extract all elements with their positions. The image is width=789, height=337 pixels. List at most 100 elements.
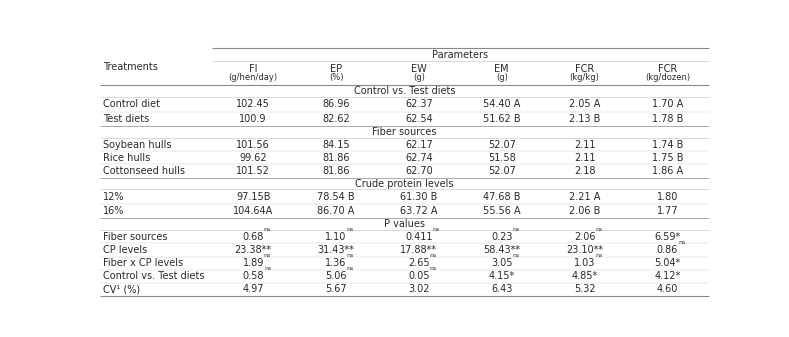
Text: 63.72 A: 63.72 A (400, 206, 438, 216)
Text: Fiber sources: Fiber sources (103, 232, 167, 242)
Text: 5.06: 5.06 (325, 271, 347, 281)
Text: ns: ns (595, 253, 603, 258)
Text: 1.70 A: 1.70 A (652, 99, 683, 110)
Text: 4.85*: 4.85* (571, 271, 598, 281)
Text: 102.45: 102.45 (236, 99, 270, 110)
Text: ns: ns (596, 227, 603, 232)
Text: 31.43**: 31.43** (317, 245, 354, 255)
Text: 6.59*: 6.59* (654, 232, 681, 242)
Text: 1.89: 1.89 (242, 258, 264, 268)
Text: ns: ns (678, 240, 686, 245)
Text: 23.38**: 23.38** (234, 245, 271, 255)
Text: 3.05: 3.05 (491, 258, 513, 268)
Text: ns: ns (346, 253, 354, 258)
Text: Rice hulls: Rice hulls (103, 153, 150, 163)
Text: 4.15*: 4.15* (488, 271, 515, 281)
Text: 101.56: 101.56 (236, 140, 270, 150)
Text: 47.68 B: 47.68 B (483, 192, 521, 202)
Text: 2.11: 2.11 (574, 140, 596, 150)
Text: ns: ns (264, 253, 271, 258)
Text: 0.58: 0.58 (242, 271, 264, 281)
Text: 2.13 B: 2.13 B (569, 114, 600, 124)
Text: 17.88**: 17.88** (400, 245, 437, 255)
Text: FI: FI (249, 64, 257, 74)
Text: 4.12*: 4.12* (654, 271, 681, 281)
Text: 4.97: 4.97 (242, 284, 264, 295)
Text: 5.67: 5.67 (325, 284, 347, 295)
Text: 104.64A: 104.64A (233, 206, 273, 216)
Text: 0.68: 0.68 (242, 232, 264, 242)
Text: Crude protein levels: Crude protein levels (355, 179, 454, 188)
Text: 52.07: 52.07 (488, 140, 516, 150)
Text: 2.06: 2.06 (574, 232, 596, 242)
Text: 2.65: 2.65 (408, 258, 430, 268)
Text: (g): (g) (413, 73, 424, 82)
Text: 78.54 B: 78.54 B (317, 192, 355, 202)
Text: 0.05: 0.05 (408, 271, 430, 281)
Text: EP: EP (330, 64, 342, 74)
Text: 2.11: 2.11 (574, 153, 596, 163)
Text: 16%: 16% (103, 206, 125, 216)
Text: P values: P values (384, 219, 424, 229)
Text: Soybean hulls: Soybean hulls (103, 140, 171, 150)
Text: 101.52: 101.52 (236, 166, 270, 176)
Text: 62.70: 62.70 (405, 166, 432, 176)
Text: (kg/dozen): (kg/dozen) (645, 73, 690, 82)
Text: 62.37: 62.37 (405, 99, 432, 110)
Text: 62.17: 62.17 (405, 140, 432, 150)
Text: ns: ns (347, 266, 354, 271)
Text: 62.54: 62.54 (405, 114, 432, 124)
Text: 5.32: 5.32 (574, 284, 596, 295)
Text: ns: ns (430, 266, 437, 271)
Text: 5.04*: 5.04* (654, 258, 681, 268)
Text: (kg/kg): (kg/kg) (570, 73, 600, 82)
Text: 82.62: 82.62 (322, 114, 350, 124)
Text: 1.78 B: 1.78 B (652, 114, 683, 124)
Text: 1.75 B: 1.75 B (652, 153, 683, 163)
Text: 1.77: 1.77 (656, 206, 679, 216)
Text: Cottonseed hulls: Cottonseed hulls (103, 166, 185, 176)
Text: 0.86: 0.86 (656, 245, 678, 255)
Text: 0.23: 0.23 (491, 232, 513, 242)
Text: 54.40 A: 54.40 A (483, 99, 521, 110)
Text: 1.80: 1.80 (656, 192, 678, 202)
Text: 86.96: 86.96 (322, 99, 350, 110)
Text: 2.21 A: 2.21 A (569, 192, 600, 202)
Text: 97.15B: 97.15B (236, 192, 271, 202)
Text: 84.15: 84.15 (322, 140, 350, 150)
Text: 100.9: 100.9 (239, 114, 267, 124)
Text: (g): (g) (495, 73, 507, 82)
Text: 1.86 A: 1.86 A (652, 166, 683, 176)
Text: 51.58: 51.58 (488, 153, 516, 163)
Text: 23.10**: 23.10** (566, 245, 603, 255)
Text: 12%: 12% (103, 192, 125, 202)
Text: 51.62 B: 51.62 B (483, 114, 521, 124)
Text: 1.03: 1.03 (574, 258, 595, 268)
Text: ns: ns (432, 227, 440, 232)
Text: 0.411: 0.411 (405, 232, 432, 242)
Text: ns: ns (264, 227, 271, 232)
Text: Fiber x CP levels: Fiber x CP levels (103, 258, 183, 268)
Text: CV¹ (%): CV¹ (%) (103, 284, 140, 295)
Text: (g/hen/day): (g/hen/day) (229, 73, 278, 82)
Text: 2.05 A: 2.05 A (569, 99, 600, 110)
Text: 99.62: 99.62 (239, 153, 267, 163)
Text: 52.07: 52.07 (488, 166, 516, 176)
Text: ns: ns (346, 227, 354, 232)
Text: 81.86: 81.86 (322, 153, 350, 163)
Text: ns: ns (430, 253, 437, 258)
Text: FCR: FCR (575, 64, 594, 74)
Text: ns: ns (264, 266, 271, 271)
Text: Parameters: Parameters (432, 50, 488, 60)
Text: FCR: FCR (658, 64, 677, 74)
Text: Control diet: Control diet (103, 99, 160, 110)
Text: 81.86: 81.86 (322, 166, 350, 176)
Text: Control vs. Test diets: Control vs. Test diets (103, 271, 204, 281)
Text: EM: EM (495, 64, 509, 74)
Text: CP levels: CP levels (103, 245, 148, 255)
Text: Fiber sources: Fiber sources (372, 127, 436, 137)
Text: 1.36: 1.36 (325, 258, 346, 268)
Text: Treatments: Treatments (103, 62, 158, 72)
Text: ns: ns (513, 227, 520, 232)
Text: 2.18: 2.18 (574, 166, 596, 176)
